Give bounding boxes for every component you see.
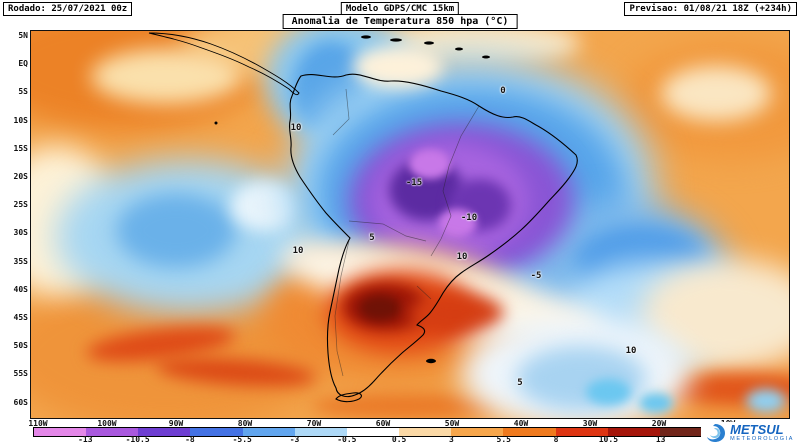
colorbar-tick-label: 13 [655,435,666,444]
lat-tick-label: 45S [13,313,28,322]
field-blob [516,346,646,411]
lat-tick-label: 20S [13,172,28,181]
lat-tick-label: 5N [18,31,28,40]
field-blob [661,66,771,121]
lat-tick-label: 50S [13,341,28,351]
field-blob [439,209,477,237]
colorbar-segment [190,428,243,436]
colorbar-segment [346,428,400,436]
colorbar-tick-label: 0.5 [391,435,407,444]
field-blob [359,295,401,321]
lat-tick-label: 55S [13,369,28,379]
colorbar-segment [34,428,87,436]
colorbar-segment [607,428,660,436]
colorbar-segment [659,428,713,436]
colorbar-segment [555,428,608,436]
colorbar-tick-label: 8 [553,435,559,444]
cyclone-swirl-icon [707,424,726,442]
logo-subtitle: METEOROLOGIA [730,435,794,442]
anomaly-field [31,31,789,418]
lat-tick-label: 15S [13,143,28,153]
field-blob [353,46,443,88]
field-blob [409,293,504,335]
colorbar-tick-label: -13 [78,435,93,444]
colorbar-tick-label: -8 [185,435,195,444]
lat-tick-label: 30S [13,228,28,238]
colorbar-segment [242,428,295,436]
lat-tick-label: 35S [13,256,28,266]
colorbar-segment [399,428,452,436]
colorbar-tick-label: 3 [449,435,454,444]
lat-tick-label: 40S [13,284,28,294]
colorbar-tick-label: -0.5 [337,435,357,444]
colorbar [33,427,713,437]
colorbar-tick-label: -10.5 [125,435,150,444]
colorbar-segment [294,428,347,436]
colorbar-tick-label: 5.5 [496,435,511,444]
colorbar-tick-label: 10.5 [598,435,619,444]
lat-tick-label: 25S [13,200,28,210]
lat-tick-label: 5S [18,87,28,97]
lat-tick-label: 10S [13,115,28,125]
logo-name: METSUL [730,422,784,438]
colorbar-tick-label: -3 [289,435,300,444]
colorbar-segment [138,428,191,436]
field-blob [586,379,631,405]
lat-tick-label: EQ [18,59,28,69]
metsul-logo: METSUL METEOROLOGIA [701,422,796,444]
field-blob [746,389,786,413]
colorbar-segment [86,428,139,436]
field-blob [639,393,673,413]
field-blob [409,149,451,179]
forecast-label: Previsao: 01/08/21 18Z (+234h) [624,2,797,16]
map-title: Anomalia de Temperatura 850 hpa (°C) [282,14,518,29]
colorbar-segment [503,428,556,436]
colorbar-tick-label: -5.5 [232,435,252,444]
field-blob [91,49,241,104]
lat-tick-label: 60S [13,397,28,407]
colorbar-segment [451,428,504,436]
run-label: Rodado: 25/07/2021 00z [3,2,133,16]
field-blob [116,193,236,268]
map-area: 0 10 -15 -10 5 10 10 -5 5 10 [30,30,790,419]
